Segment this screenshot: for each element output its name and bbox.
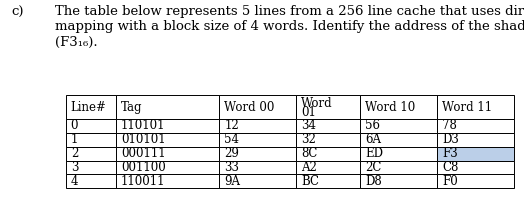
Bar	[436, 147, 514, 161]
Bar	[296, 147, 360, 161]
Text: A2: A2	[301, 161, 317, 174]
Text: Line#: Line#	[71, 101, 106, 114]
Text: 6A: 6A	[365, 133, 381, 146]
Text: 56: 56	[365, 119, 380, 132]
Bar	[296, 95, 360, 119]
Text: 2C: 2C	[365, 161, 381, 174]
Text: D8: D8	[365, 175, 382, 188]
Text: 33: 33	[224, 161, 239, 174]
Bar	[66, 133, 116, 147]
Bar	[116, 133, 219, 147]
Bar	[296, 119, 360, 133]
Text: 32: 32	[301, 133, 316, 146]
Text: F0: F0	[442, 175, 457, 188]
Bar	[219, 175, 296, 188]
Text: BC: BC	[301, 175, 319, 188]
Text: 001100: 001100	[121, 161, 166, 174]
Text: 1: 1	[71, 133, 78, 146]
Text: c): c)	[12, 5, 24, 18]
Bar	[66, 147, 116, 161]
Bar	[116, 147, 219, 161]
Bar	[360, 161, 436, 175]
Bar	[360, 133, 436, 147]
Bar	[436, 95, 514, 119]
Bar	[360, 175, 436, 188]
Bar	[66, 161, 116, 175]
Bar	[116, 95, 219, 119]
Bar	[296, 133, 360, 147]
Text: 54: 54	[224, 133, 239, 146]
Text: Word: Word	[301, 97, 333, 110]
Text: D3: D3	[442, 133, 458, 146]
Bar	[219, 147, 296, 161]
Text: 010101: 010101	[121, 133, 166, 146]
Bar	[360, 147, 436, 161]
Bar	[116, 175, 219, 188]
Text: 000111: 000111	[121, 147, 166, 160]
Text: 0: 0	[71, 119, 78, 132]
Text: 3: 3	[71, 161, 78, 174]
Text: Word 10: Word 10	[365, 101, 415, 114]
Bar	[66, 119, 116, 133]
Bar	[436, 133, 514, 147]
Bar	[436, 175, 514, 188]
Text: 29: 29	[224, 147, 239, 160]
Bar	[66, 95, 116, 119]
Text: 01: 01	[301, 106, 316, 120]
Text: 2: 2	[71, 147, 78, 160]
Text: F3: F3	[442, 147, 457, 160]
Bar	[219, 95, 296, 119]
Bar	[66, 175, 116, 188]
Text: 8C: 8C	[301, 147, 318, 160]
Text: 78: 78	[442, 119, 457, 132]
Text: Tag: Tag	[121, 101, 143, 114]
Bar	[219, 133, 296, 147]
Text: 110011: 110011	[121, 175, 166, 188]
Bar	[116, 119, 219, 133]
Text: 12: 12	[224, 119, 239, 132]
Bar	[219, 161, 296, 175]
Bar	[360, 119, 436, 133]
Text: The table below represents 5 lines from a 256 line cache that uses direct
mappin: The table below represents 5 lines from …	[55, 5, 524, 48]
Text: 4: 4	[71, 175, 78, 188]
Bar	[436, 119, 514, 133]
Text: 9A: 9A	[224, 175, 241, 188]
Bar	[436, 161, 514, 175]
Text: Word 11: Word 11	[442, 101, 492, 114]
Bar	[296, 161, 360, 175]
Bar	[296, 175, 360, 188]
Bar	[360, 95, 436, 119]
Text: Word 00: Word 00	[224, 101, 275, 114]
Text: C8: C8	[442, 161, 458, 174]
Text: ED: ED	[365, 147, 383, 160]
Text: 34: 34	[301, 119, 316, 132]
Text: 110101: 110101	[121, 119, 166, 132]
Bar	[116, 161, 219, 175]
Bar	[219, 119, 296, 133]
